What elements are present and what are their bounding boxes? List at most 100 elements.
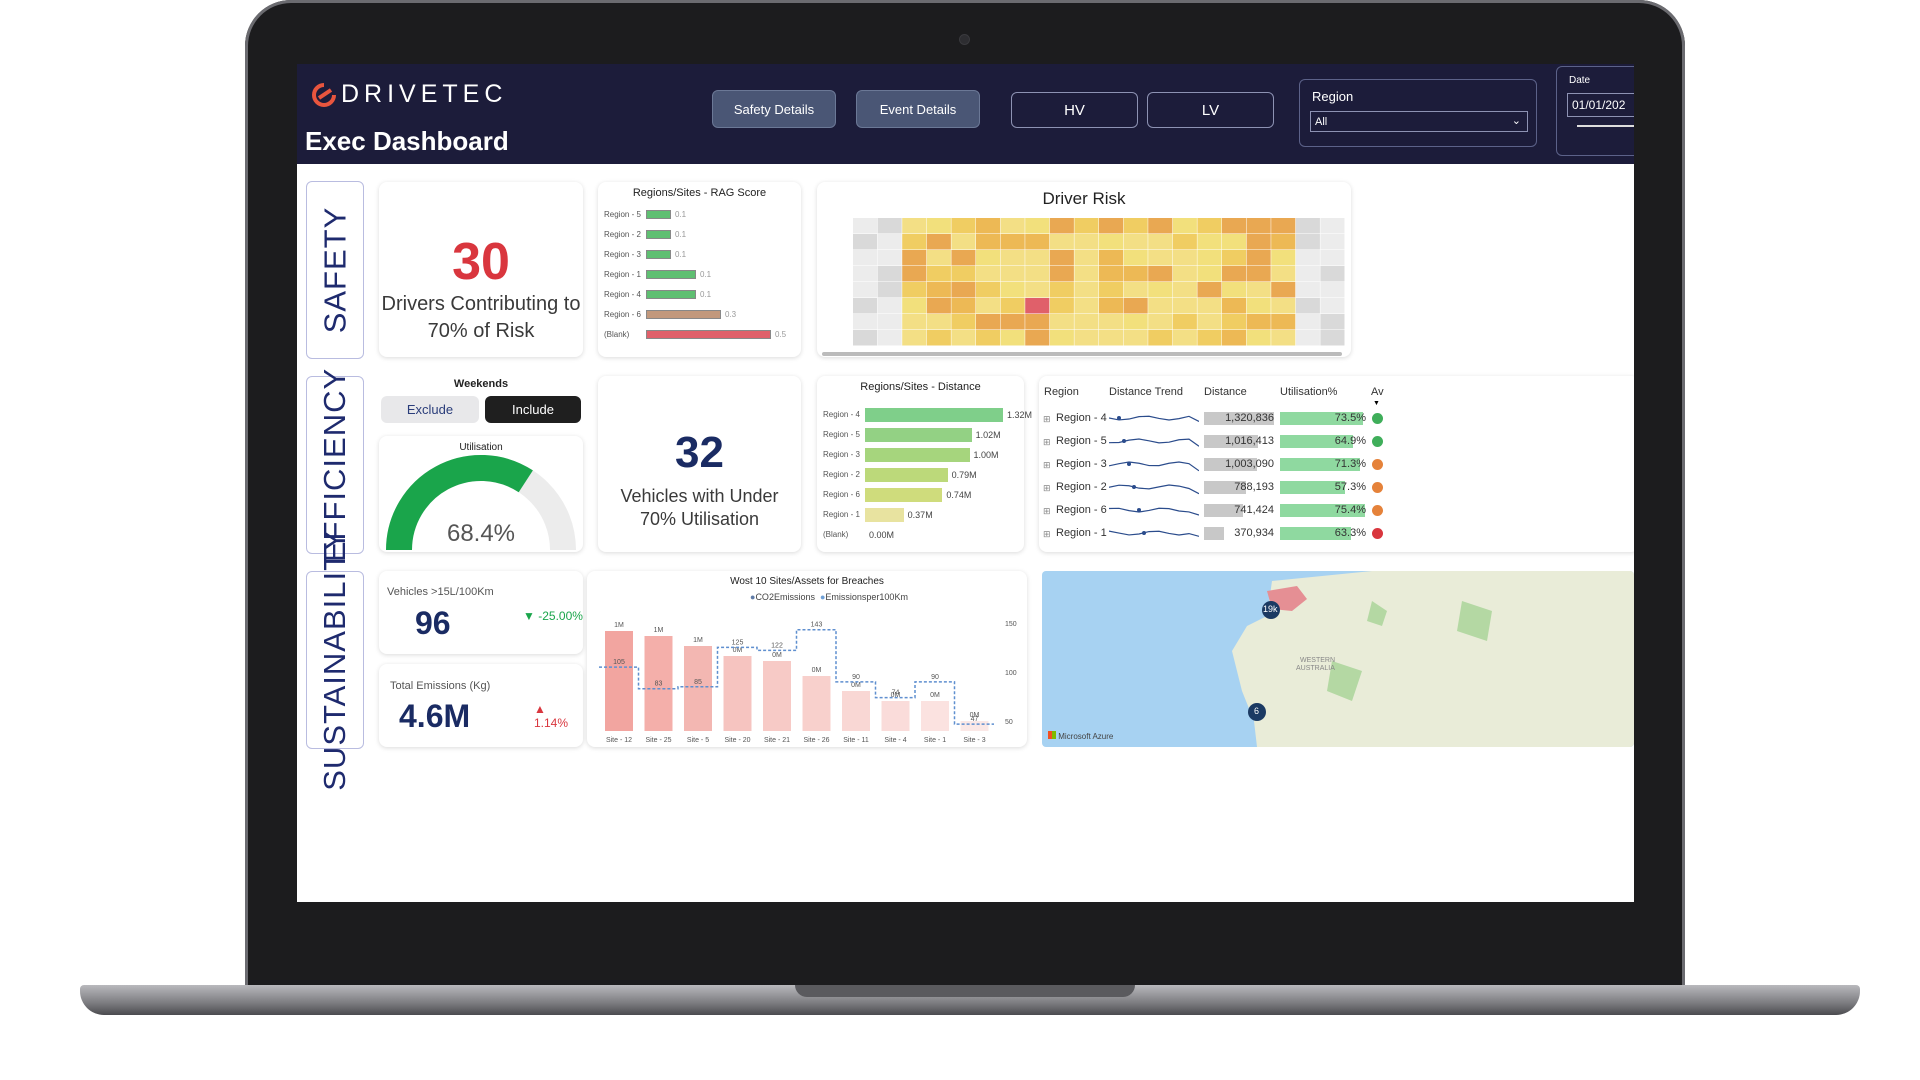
region-map[interactable]: 19k 6 WESTERN AUSTRALIA Microsoft Azure [1042, 571, 1634, 747]
rag-bar[interactable] [646, 290, 696, 299]
status-indicator-icon [1372, 482, 1383, 493]
rag-bar[interactable] [646, 270, 696, 279]
bubble-6-label: 6 [1254, 706, 1260, 716]
vehicles-kpi-value: 32 [675, 428, 724, 477]
heatmap-cell [1049, 266, 1074, 282]
co2-bar[interactable] [921, 701, 949, 731]
heatmap-cell [976, 218, 1001, 234]
heatmap-cell [1222, 298, 1247, 314]
rag-bar[interactable] [646, 250, 671, 259]
map-bubble-19k[interactable] [1262, 601, 1280, 619]
region-table: Region Distance Trend Distance Utilisati… [1039, 376, 1634, 552]
distance-value-label: 0.37M [907, 510, 933, 520]
expand-icon[interactable]: ⊞ [1043, 483, 1051, 493]
rag-value-label: 0.1 [675, 210, 687, 219]
col-header-distance[interactable]: Distance [1204, 386, 1247, 398]
heatmap-cell [1123, 282, 1148, 298]
expand-icon[interactable]: ⊞ [1043, 460, 1051, 470]
rag-bar[interactable] [646, 230, 671, 239]
distance-value-label: 1.02M [975, 430, 1001, 440]
expand-icon[interactable]: ⊞ [1043, 437, 1051, 447]
rag-title: Regions/Sites - RAG Score [632, 187, 767, 199]
safety-details-button[interactable]: Safety Details [712, 90, 836, 128]
heatmap-cell [1025, 330, 1050, 346]
emissions-point-label: 85 [694, 679, 702, 686]
total-kpi-delta: ▲ 1.14% [534, 702, 583, 730]
distance-bar[interactable] [865, 488, 943, 502]
co2-bar[interactable] [763, 661, 791, 731]
date-input[interactable]: 01/01/202 [1567, 93, 1634, 117]
sort-desc-icon[interactable]: ▼ [1373, 400, 1380, 407]
distance-row-label: Region - 4 [823, 410, 860, 419]
co2-bar[interactable] [605, 631, 633, 731]
rag-bar[interactable] [646, 210, 671, 219]
distance-bar[interactable] [865, 428, 972, 442]
driver-risk-title: Driver Risk [1042, 189, 1126, 208]
heatmap-cell [1246, 250, 1271, 266]
region-dropdown[interactable]: All ⌄ [1310, 111, 1528, 132]
heatmap-cell [1025, 218, 1050, 234]
emissions-point-label: 105 [613, 659, 625, 666]
distance-trend-sparkline [1109, 530, 1199, 537]
co2-bar[interactable] [723, 656, 752, 731]
heatmap-cell [951, 314, 976, 330]
col-header-utilisation[interactable]: Utilisation% [1280, 386, 1338, 398]
laptop-notch [795, 985, 1135, 997]
heatmap-cell [1148, 282, 1173, 298]
heatmap-cell [1271, 266, 1296, 282]
heatmap-cell [1172, 250, 1197, 266]
heatmap-cell [1099, 218, 1124, 234]
date-slider-track[interactable] [1577, 125, 1634, 127]
distance-data-bar [1204, 435, 1258, 448]
distance-row-label: Region - 3 [823, 450, 860, 459]
co2-bar[interactable] [842, 691, 870, 731]
heatmap-cell [902, 266, 927, 282]
driver-risk-heatmap[interactable] [853, 218, 1347, 348]
expand-icon[interactable]: ⊞ [1043, 506, 1051, 516]
heatmap-cell [926, 234, 951, 250]
lv-button[interactable]: LV [1147, 92, 1274, 128]
col-header-av[interactable]: Av [1371, 386, 1384, 398]
table-cell-utilisation: 57.3% [1334, 481, 1366, 493]
hv-button[interactable]: HV [1011, 92, 1138, 128]
event-details-button[interactable]: Event Details [856, 90, 980, 128]
heatmap-cell [1197, 218, 1222, 234]
co2-bar-label: 0M [970, 712, 980, 719]
legend-dot-per100: ● [819, 592, 826, 602]
distance-bar[interactable] [865, 448, 970, 462]
heatmap-cell [1074, 218, 1099, 234]
rag-row-label: Region - 5 [604, 210, 641, 219]
exclude-button[interactable]: Exclude [381, 396, 479, 423]
distance-bar[interactable] [865, 408, 1003, 422]
vehicles-kpi-caption-1: Vehicles with Under [620, 486, 779, 506]
distance-trend-sparkline [1109, 484, 1199, 495]
heatmap-cell [1099, 282, 1124, 298]
sparkline-path [1109, 484, 1199, 495]
heatmap-cell [1025, 298, 1050, 314]
co2-bar[interactable] [802, 676, 831, 731]
heatmap-cell [976, 282, 1001, 298]
heatmap-cell [853, 250, 878, 266]
heatmap-cell [1025, 282, 1050, 298]
col-header-region[interactable]: Region [1044, 386, 1079, 398]
rag-bar[interactable] [646, 310, 721, 319]
rag-bar[interactable] [646, 330, 771, 339]
weekends-toggle: Weekends Exclude Include [379, 376, 583, 426]
map-bubble-6[interactable] [1248, 703, 1266, 721]
co2-bar[interactable] [684, 646, 712, 731]
heatmap-cell [951, 298, 976, 314]
co2-bar[interactable] [960, 721, 989, 731]
co2-bar[interactable] [881, 701, 910, 731]
expand-icon[interactable]: ⊞ [1043, 414, 1051, 424]
x-tick-label: Site - 21 [764, 737, 790, 744]
distance-bar[interactable] [865, 468, 948, 482]
co2-bar[interactable] [644, 636, 673, 731]
include-button[interactable]: Include [485, 396, 581, 423]
distance-bar[interactable] [865, 508, 904, 522]
expand-icon[interactable]: ⊞ [1043, 529, 1051, 539]
utilisation-gauge-card: Utilisation 68.4% [379, 436, 583, 552]
land-vegetation-3 [1457, 601, 1492, 641]
rag-value-label: 0.1 [675, 230, 687, 239]
heatmap-scrollbar[interactable] [822, 352, 1342, 356]
col-header-distance-trend[interactable]: Distance Trend [1109, 386, 1183, 398]
